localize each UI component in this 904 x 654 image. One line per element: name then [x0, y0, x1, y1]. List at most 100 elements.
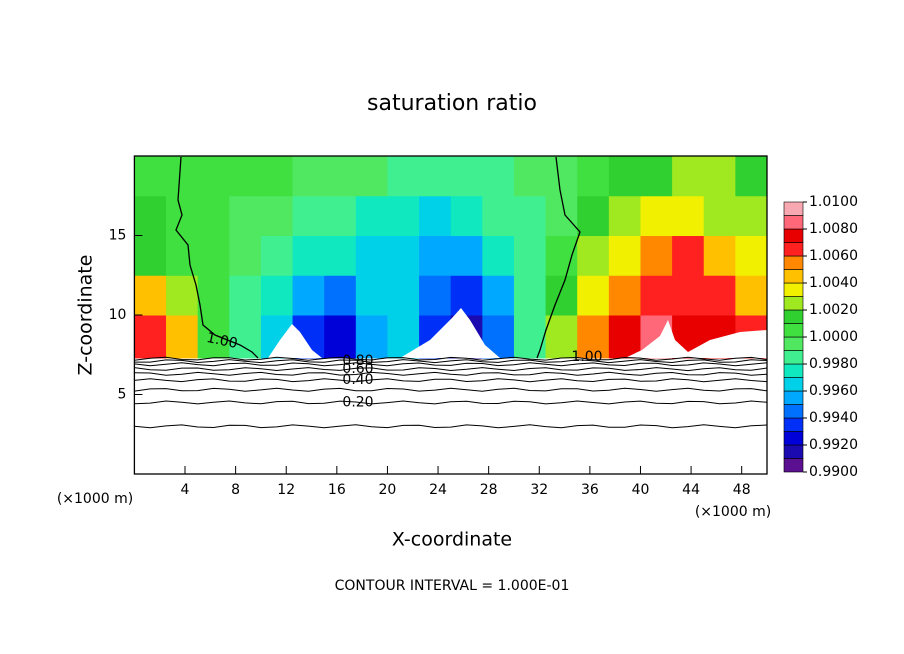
y-tick-label: 10 [109, 307, 127, 323]
field-cell [419, 156, 452, 197]
field-cell [166, 156, 199, 197]
contour-line [134, 356, 768, 361]
mask [268, 324, 322, 358]
contour-label: 1.00 [205, 330, 239, 352]
colorbar-band [783, 336, 804, 351]
field-cell [166, 275, 199, 316]
field-cell [513, 275, 547, 316]
colorbar-label: 1.0040 [809, 275, 858, 291]
field-cell [735, 195, 768, 236]
field-cell [260, 235, 294, 276]
field-cell [324, 275, 357, 316]
axis-unit: (×1000 m) [57, 491, 133, 507]
contour-line [134, 424, 768, 429]
field-cell [703, 275, 736, 316]
field-cell [450, 275, 483, 316]
field-cell [640, 275, 673, 316]
field-cell [608, 195, 641, 236]
contour-line [175, 156, 259, 359]
field-cell [545, 235, 578, 276]
field-cell [324, 156, 357, 197]
y-axis-label: Z-coordinate [75, 255, 97, 376]
field-cell [387, 156, 420, 197]
field-cell [545, 275, 578, 316]
field-cell [355, 195, 388, 236]
colorbar-band [783, 309, 804, 324]
colorbar-band [783, 228, 804, 243]
field-cell [450, 156, 483, 197]
colorbar-band [783, 404, 804, 419]
field-cell [482, 235, 515, 276]
field-cell [260, 156, 294, 197]
field-cell [513, 195, 547, 236]
colorbar-label: 1.0080 [809, 221, 858, 237]
field-cell [260, 275, 294, 316]
y-tick-label: 15 [109, 228, 127, 244]
colorbar-label: 1.0000 [809, 329, 858, 345]
field-cell [608, 315, 641, 359]
field-cell [482, 275, 515, 316]
contour-line [536, 156, 581, 359]
contour-label: 1.00 [571, 349, 602, 365]
colorbar-band [783, 363, 804, 378]
field-cell [703, 235, 736, 276]
colorbar-band [783, 282, 804, 297]
field-cell [545, 156, 578, 197]
field-cell [577, 315, 610, 359]
field-cell [134, 315, 167, 359]
field-cell [608, 156, 641, 197]
field-cell [134, 156, 167, 197]
field-cell [355, 156, 388, 197]
field-cell [735, 235, 768, 276]
colorbar-band [783, 201, 804, 216]
field-cell [672, 195, 705, 236]
field-cell [355, 275, 388, 316]
contour-label: 0.80 [342, 353, 373, 369]
colorbar-band [783, 350, 804, 365]
field-cell [387, 275, 420, 316]
field-cell [640, 195, 673, 236]
field-cell [608, 275, 641, 316]
contour-label: 0.60 [342, 361, 373, 377]
field-cell [292, 275, 325, 316]
field-cell [577, 235, 610, 276]
chart-title: saturation ratio [367, 91, 537, 116]
field-cell [324, 235, 357, 276]
field-cell [197, 156, 230, 197]
field-cell [387, 235, 420, 276]
x-tick-label: 40 [632, 482, 650, 498]
contour-line [134, 371, 768, 376]
colorbar-band [783, 377, 804, 392]
x-tick-label: 16 [328, 482, 346, 498]
contour-line [134, 387, 768, 392]
x-tick-label: 44 [682, 482, 700, 498]
field-cell [450, 195, 483, 236]
field-cell [134, 275, 167, 316]
x-tick-label: 28 [480, 482, 498, 498]
x-tick-label: 8 [231, 482, 240, 498]
field-cell [608, 235, 641, 276]
field-cell [513, 235, 547, 276]
field-cell [229, 315, 262, 359]
y-tick-label: 5 [117, 387, 126, 403]
field-cell [355, 315, 388, 359]
colorbar-label: 1.0020 [809, 302, 858, 318]
contour-label: 0.40 [342, 372, 373, 388]
contour-line [134, 367, 768, 372]
field-cell [197, 195, 230, 236]
contour-line [134, 359, 768, 364]
field-cell [260, 195, 294, 236]
colorbar-label: 0.9940 [809, 410, 858, 426]
field [134, 156, 768, 359]
field-cell [703, 195, 736, 236]
field-cell [166, 235, 199, 276]
field-cell [324, 195, 357, 236]
field-cell [229, 275, 262, 316]
field-cell [292, 156, 325, 197]
colorbar-label: 0.9980 [809, 356, 858, 372]
field-cell [672, 275, 705, 316]
x-tick-label: 12 [277, 482, 295, 498]
field-cell [640, 156, 673, 197]
field-cell [229, 235, 262, 276]
